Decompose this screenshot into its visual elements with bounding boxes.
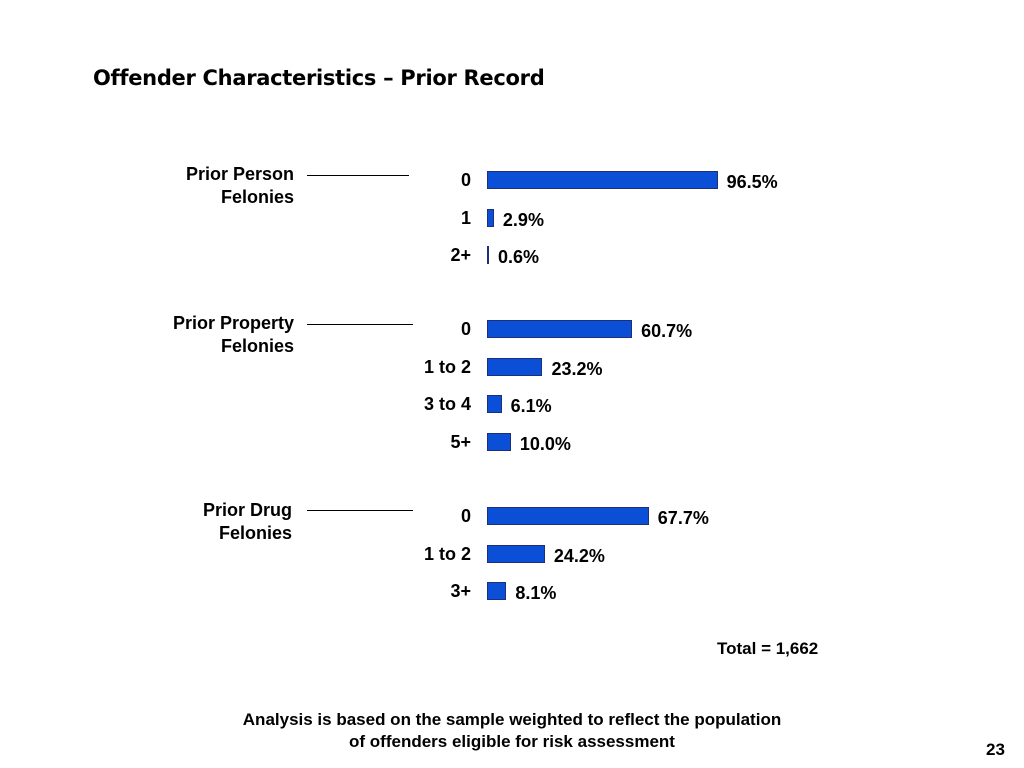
total-count: Total = 1,662 bbox=[717, 639, 819, 658]
group-label-line-2: Felonies bbox=[220, 187, 294, 207]
group-label: Prior Drug Felonies bbox=[92, 499, 292, 545]
category-label: 1 to 2 bbox=[423, 543, 471, 564]
value-label: 0.6% bbox=[498, 247, 540, 267]
page-number: 23 bbox=[986, 740, 1005, 759]
slide-title: Offender Characteristics – Prior Record bbox=[93, 66, 545, 90]
group-connector-line bbox=[307, 510, 413, 511]
category-label: 1 bbox=[460, 207, 471, 228]
group-label-line-2: Felonies bbox=[220, 336, 294, 356]
value-label: 2.9% bbox=[502, 209, 544, 230]
category-label: 1 to 2 bbox=[423, 356, 471, 377]
group-label: Prior Person Felonies bbox=[94, 163, 294, 209]
group-label-line-1: Prior Property bbox=[172, 313, 294, 333]
bar bbox=[487, 544, 545, 563]
bar bbox=[487, 208, 494, 227]
analysis-note-line-2: of offenders eligible for risk assessmen… bbox=[349, 732, 675, 751]
group-label: Prior Property Felonies bbox=[94, 312, 294, 358]
category-label: 3+ bbox=[450, 581, 471, 601]
bar bbox=[487, 507, 649, 525]
value-label: 67.7% bbox=[657, 508, 709, 528]
value-label: 6.1% bbox=[510, 396, 552, 416]
value-label: 10.0% bbox=[519, 433, 571, 454]
group-connector-line bbox=[307, 175, 409, 176]
bar bbox=[487, 246, 489, 264]
bar bbox=[487, 320, 633, 338]
category-label: 5+ bbox=[450, 431, 471, 452]
analysis-note: Analysis is based on the sample weighted… bbox=[200, 709, 824, 753]
analysis-note-line-1: Analysis is based on the sample weighted… bbox=[242, 710, 782, 729]
group-label-line-1: Prior Drug bbox=[202, 500, 292, 520]
value-label: 23.2% bbox=[551, 358, 603, 379]
value-label: 60.7% bbox=[641, 321, 693, 341]
bar bbox=[487, 432, 511, 451]
category-label: 0 bbox=[460, 506, 471, 526]
group-label-line-2: Felonies bbox=[218, 523, 292, 543]
bar bbox=[487, 395, 502, 413]
value-label: 24.2% bbox=[553, 545, 605, 566]
value-label: 8.1% bbox=[515, 583, 557, 603]
bar bbox=[487, 357, 543, 376]
bar bbox=[487, 171, 718, 189]
group-connector-line bbox=[307, 324, 413, 325]
category-label: 0 bbox=[460, 170, 471, 190]
value-label: 96.5% bbox=[726, 172, 778, 192]
group-label-line-1: Prior Person bbox=[185, 164, 294, 184]
bar bbox=[487, 582, 507, 600]
category-label: 3 to 4 bbox=[423, 394, 471, 414]
category-label: 2+ bbox=[450, 245, 471, 265]
category-label: 0 bbox=[460, 319, 471, 339]
